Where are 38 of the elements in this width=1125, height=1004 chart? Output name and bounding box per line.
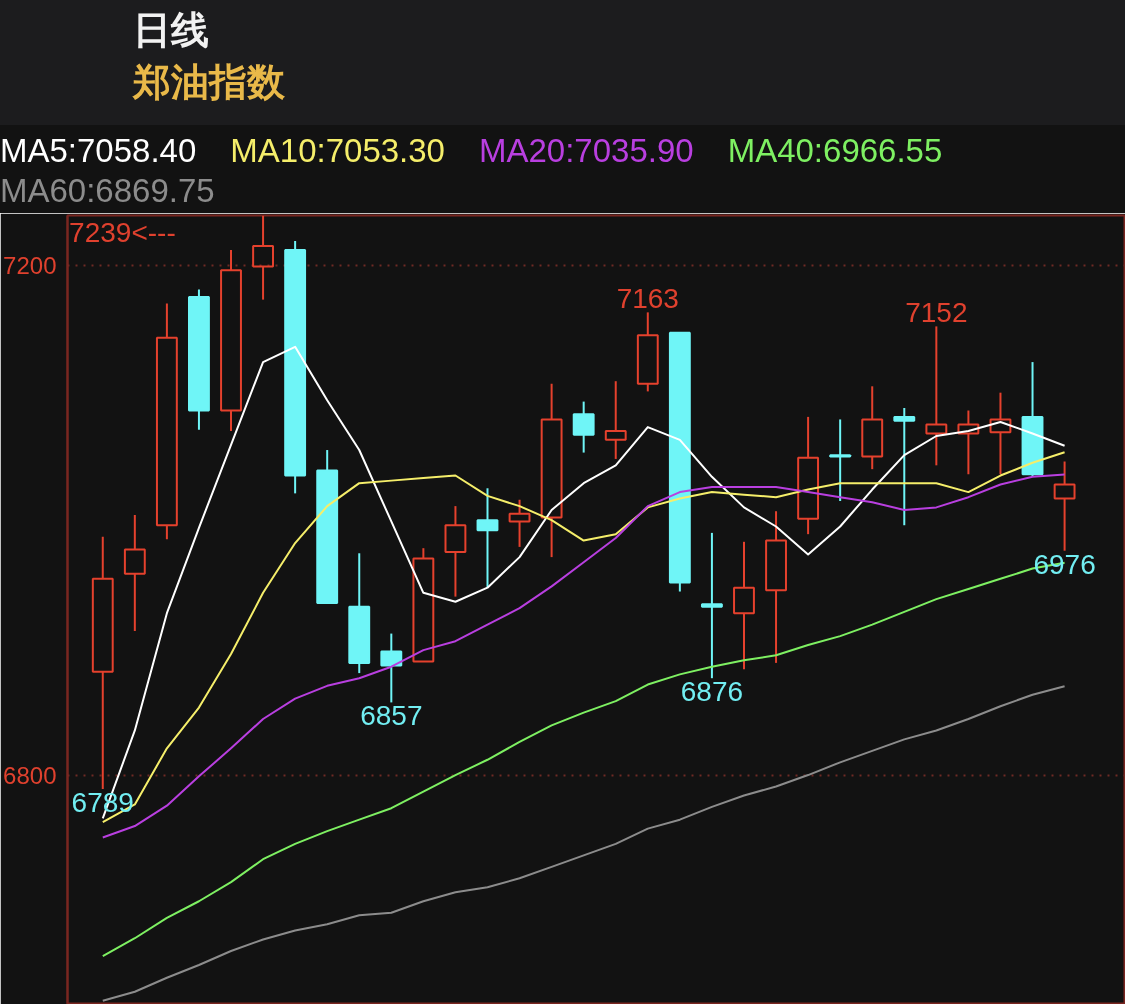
candlestick: [765, 510, 787, 664]
chart-title: 日线: [133, 7, 209, 54]
candlestick: [155, 302, 178, 541]
candlestick: [957, 409, 980, 476]
candlestick: [123, 514, 146, 633]
candlestick: [700, 531, 723, 680]
candlestick: [1053, 460, 1076, 552]
y-tick-label: 6800: [3, 761, 57, 789]
candlestick: [252, 215, 275, 301]
candlestick: [829, 418, 852, 503]
annotation: 6857: [360, 700, 423, 732]
candlestick: [188, 288, 210, 431]
text: MA5:7058.40: [0, 131, 197, 171]
candlestick: [604, 380, 627, 460]
candlestick: [540, 382, 563, 559]
text: MA60:6869.75: [0, 171, 215, 211]
candlestick: [91, 535, 114, 791]
candlestick: [444, 505, 467, 598]
candlestick: [316, 449, 339, 604]
candlestick: [797, 415, 820, 536]
annotation: 7152: [905, 297, 968, 329]
text: MA20:7035.90: [478, 131, 694, 171]
annotation: 6976: [1033, 548, 1096, 580]
candlestick: [476, 487, 499, 589]
candlestick: [925, 325, 948, 467]
annotation: 6876: [680, 676, 744, 708]
candlestick: [989, 391, 1012, 476]
candlestick: [733, 540, 755, 671]
candlestick: [348, 552, 371, 675]
candlestick: [412, 547, 435, 663]
text: MA10:7053.30: [230, 131, 445, 171]
candlestick: [861, 385, 884, 471]
candlestick: [220, 248, 242, 432]
annotation: 7239<---: [69, 216, 176, 248]
chart-subtitle: 郑油指数: [133, 59, 285, 106]
text: MA40:6966.55: [727, 131, 943, 171]
y-tick-label: 7200: [3, 251, 57, 279]
annotation: 7163: [616, 283, 679, 315]
